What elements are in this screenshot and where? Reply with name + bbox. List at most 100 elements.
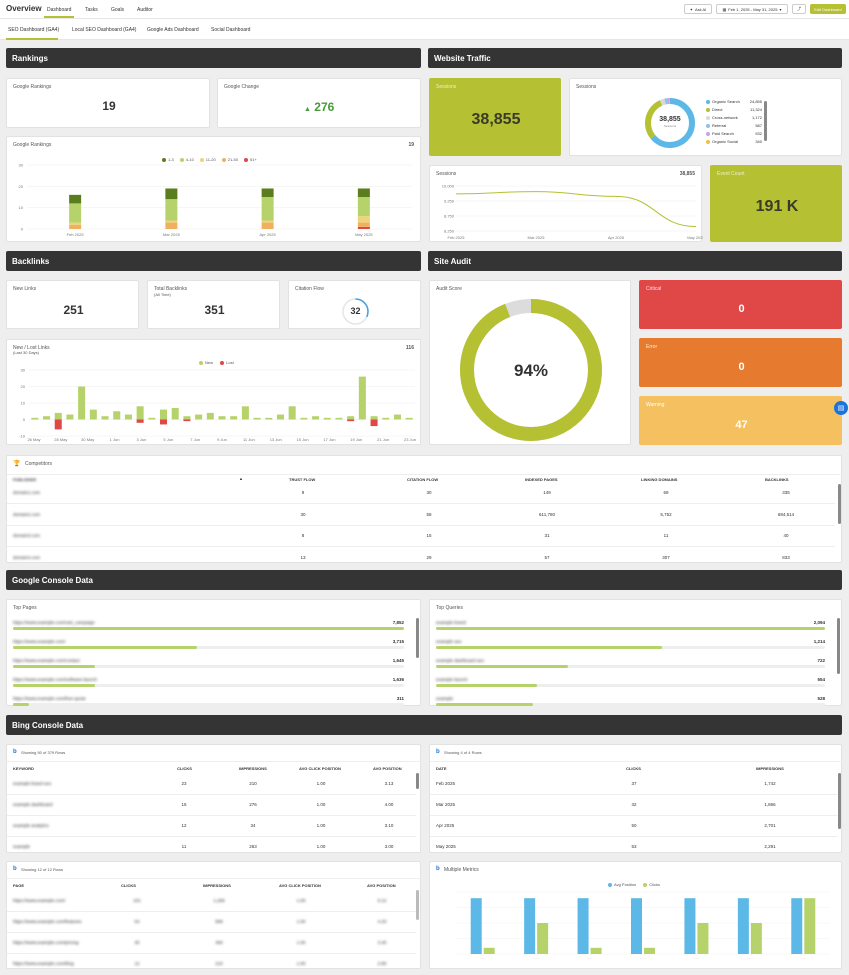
- y-tick-label: 10,000: [442, 184, 455, 189]
- divider: [7, 878, 422, 879]
- col-publisher[interactable]: PUBLISHER: [13, 477, 37, 482]
- list-item-label[interactable]: example dashboard seo: [436, 658, 485, 663]
- list-item-label[interactable]: https://www.example.com/contact: [13, 658, 80, 663]
- y-tick-label: -10: [19, 434, 26, 439]
- list-item-label[interactable]: example launch: [436, 677, 468, 682]
- list-item-label[interactable]: example brand: [436, 620, 466, 625]
- tab-tasks[interactable]: Tasks: [85, 7, 98, 13]
- col-impressions[interactable]: IMPRESSIONS: [756, 766, 784, 771]
- col-backlinks[interactable]: BACKLINKS: [765, 477, 789, 482]
- new-links-bar: [124, 414, 132, 420]
- col-clicks[interactable]: CLICKS: [626, 766, 641, 771]
- col-avg-position[interactable]: AVG POSITION: [373, 766, 402, 771]
- chart-title: Google Rankings: [13, 142, 52, 148]
- col-trust-flow[interactable]: TRUST FLOW: [289, 477, 316, 482]
- edit-dashboard-button[interactable]: Edit Dashboard: [810, 4, 846, 14]
- divider: [7, 761, 422, 762]
- dashboard-tabs: SEO Dashboard (GA4) Local SEO Dashboard …: [0, 19, 849, 40]
- row-cell: 5.12: [377, 898, 387, 903]
- row-cell: 1,269: [213, 898, 225, 903]
- page-title: Overview: [6, 4, 42, 13]
- row-key: https://www.example.com/features: [13, 919, 82, 924]
- sessions-donut-card: Sessions 38,855 Sessions Organic Search 2…: [569, 78, 842, 156]
- stack-bar-segment: [165, 188, 178, 200]
- sessions-card: Sessions 38,855: [429, 78, 561, 156]
- subtab-local-seo[interactable]: Local SEO Dashboard (GA4): [72, 27, 137, 33]
- y-tick-label: 10: [19, 205, 24, 210]
- col-keyword[interactable]: KEYWORD: [13, 766, 34, 771]
- legend-label: Referral: [706, 123, 726, 128]
- col-avg-click-position[interactable]: AVG CLICK POSITION: [299, 766, 341, 771]
- list-item-value: 3,715: [392, 639, 404, 644]
- date-range-picker[interactable]: ▦ Feb 1, 2025 - May 31, 2025 ▾: [716, 4, 788, 14]
- row-cell: 1.00: [316, 823, 326, 828]
- card-label: Sessions: [436, 84, 457, 90]
- table-scrollbar[interactable]: [838, 773, 841, 829]
- tab-auditor[interactable]: Auditor: [137, 7, 153, 13]
- card-label: Google Rankings: [13, 84, 52, 90]
- card-label: Audit Score: [436, 286, 462, 292]
- subtab-seo-ga4[interactable]: SEO Dashboard (GA4): [8, 27, 60, 33]
- ask-ai-button[interactable]: ✦ Ask AI: [684, 4, 712, 14]
- col-page[interactable]: PAGE: [13, 883, 25, 888]
- row-key: https://www.example.com/blog: [13, 961, 74, 966]
- sessions-donut: [645, 98, 695, 148]
- col-clicks[interactable]: CLICKS: [177, 766, 192, 771]
- new-lost-links-card: New / Lost Links (Last 30 Days) 116 New …: [6, 339, 421, 445]
- new-links-bar: [89, 409, 97, 420]
- list-item-label[interactable]: https://www.example.com/: [13, 639, 66, 644]
- new-links-bar: [382, 417, 390, 420]
- list-item-label[interactable]: example: [436, 696, 454, 701]
- subtab-google-ads[interactable]: Google Ads Dashboard: [147, 27, 199, 33]
- chart-total: 116: [405, 345, 414, 351]
- metrics-legend: Avg Position Clicks: [608, 882, 660, 887]
- col-impressions[interactable]: IMPRESSIONS: [203, 883, 231, 888]
- col-avg-click-position[interactable]: AVG CLICK POSITION: [279, 883, 321, 888]
- new-links-bar: [160, 409, 168, 420]
- legend-swatch: [706, 107, 710, 112]
- multiple-metrics-chart: ····· ····· ····· ····· ····· ····· ·····: [456, 891, 830, 961]
- table-scrollbar[interactable]: [416, 890, 419, 920]
- subtab-social[interactable]: Social Dashboard: [211, 27, 251, 33]
- y-tick-label: 30: [21, 368, 26, 373]
- row-key: https://www.example.com/pricing: [13, 940, 79, 945]
- new-links-bar: [230, 416, 238, 420]
- legend-scrollbar[interactable]: [764, 101, 767, 141]
- legend-label: Organic Search: [706, 99, 740, 104]
- col-avg-position[interactable]: AVG POSITION: [367, 883, 396, 888]
- donut-center-label: Sessions: [663, 124, 677, 128]
- list-item-label[interactable]: https://www.example.com/cart_campaign: [13, 620, 95, 625]
- rows-count: Showing 12 of 12 Rows: [21, 867, 64, 872]
- tab-dashboard[interactable]: Dashboard: [47, 7, 72, 13]
- legend-value: 340: [755, 139, 762, 144]
- row-key: example analytics: [13, 823, 49, 828]
- col-citation-flow[interactable]: CITATION FLOW: [407, 477, 439, 482]
- row-cell: 30: [134, 940, 140, 945]
- competitor-cell: 40: [783, 533, 789, 538]
- lost-links-bar: [54, 419, 62, 430]
- list-scrollbar[interactable]: [837, 618, 840, 674]
- legend-label: Organic Social: [706, 139, 738, 144]
- row-cell: 210: [249, 781, 257, 786]
- list-item-label[interactable]: https://www.example.com/software-launch: [13, 677, 98, 682]
- row-cell: 276: [249, 802, 257, 807]
- col-linking-domains[interactable]: LINKING DOMAINS: [641, 477, 678, 482]
- table-scrollbar[interactable]: [838, 484, 841, 524]
- col-clicks[interactable]: CLICKS: [121, 883, 136, 888]
- list-item-label[interactable]: example seo: [436, 639, 462, 644]
- table-scrollbar[interactable]: [416, 773, 419, 789]
- row-cell: 1.00: [316, 802, 326, 807]
- y-tick-label: 8,750: [444, 214, 455, 219]
- legend-label: Cross-network: [706, 115, 738, 120]
- sort-icon[interactable]: ▲: [239, 476, 243, 481]
- tab-goals[interactable]: Goals: [111, 7, 125, 13]
- share-button[interactable]: ⤴: [792, 4, 806, 14]
- row-key: Feb 2025: [436, 781, 456, 786]
- col-date[interactable]: DATE: [436, 766, 447, 771]
- list-item-label[interactable]: https://www.example.com/free-quote: [13, 696, 86, 701]
- col-impressions[interactable]: IMPRESSIONS: [239, 766, 267, 771]
- chat-icon[interactable]: ▤: [834, 401, 848, 415]
- list-scrollbar[interactable]: [416, 618, 419, 658]
- col-indexed-pages[interactable]: INDEXED PAGES: [525, 477, 558, 482]
- avg-position-bar: [684, 898, 696, 954]
